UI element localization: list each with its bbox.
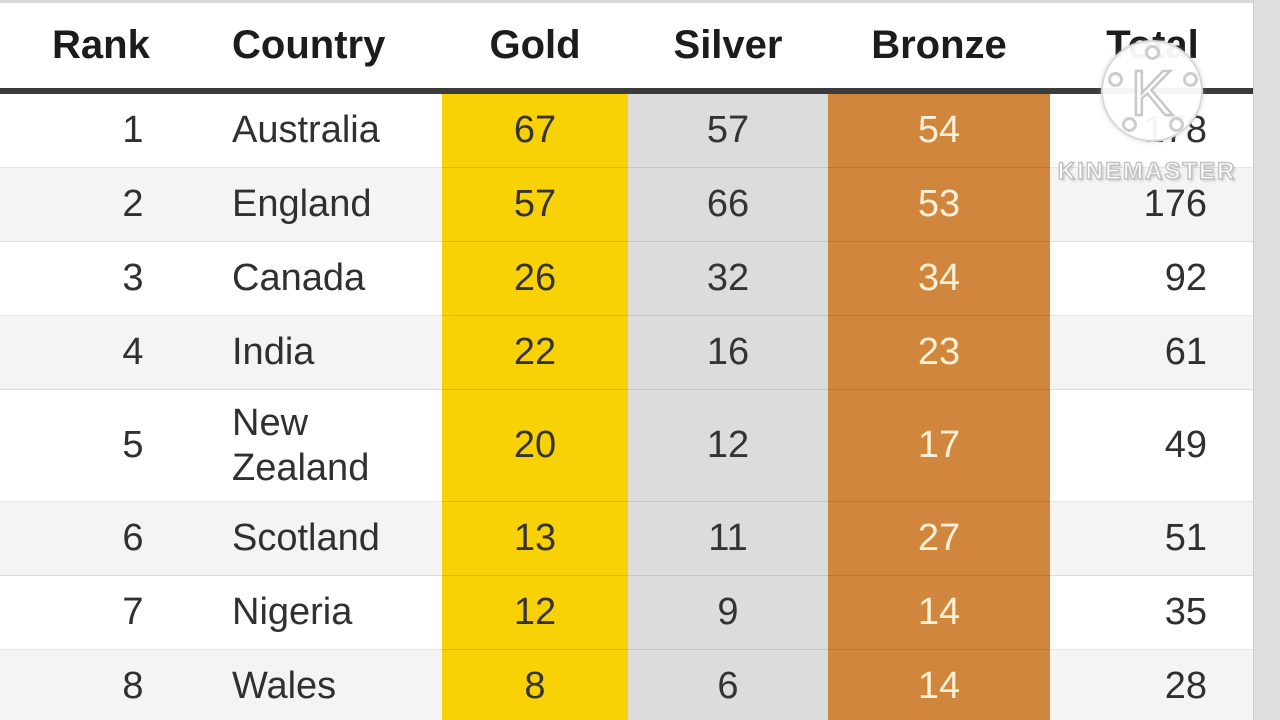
reel-hole-icon <box>1183 72 1198 87</box>
cell-silver: 6 <box>628 650 828 720</box>
header-bronze: Bronze <box>828 3 1050 94</box>
cell-bronze: 14 <box>828 576 1050 650</box>
medal-table: Rank Country Gold Silver Bronze Total 1 … <box>0 3 1255 720</box>
kinemaster-logo-icon: K <box>1101 40 1203 142</box>
cell-gold: 8 <box>442 650 628 720</box>
cell-rank: 7 <box>0 576 190 650</box>
cell-silver: 32 <box>628 242 828 316</box>
cell-bronze: 23 <box>828 316 1050 390</box>
cell-country: England <box>190 168 442 242</box>
kinemaster-watermark-text: KINEMASTER <box>1057 157 1237 185</box>
cell-silver: 66 <box>628 168 828 242</box>
right-edge-strip <box>1253 0 1280 720</box>
cell-rank: 4 <box>0 316 190 390</box>
table-row: 7 Nigeria 12 9 14 35 <box>0 576 1255 650</box>
cell-rank: 8 <box>0 650 190 720</box>
cell-country: Wales <box>190 650 442 720</box>
cell-rank: 6 <box>0 502 190 576</box>
cell-silver: 57 <box>628 94 828 168</box>
header-gold: Gold <box>442 3 628 94</box>
kinemaster-k-glyph: K <box>1129 56 1174 131</box>
table-row: 3 Canada 26 32 34 92 <box>0 242 1255 316</box>
cell-gold: 67 <box>442 94 628 168</box>
reel-hole-icon <box>1108 72 1123 87</box>
cell-bronze: 17 <box>828 390 1050 502</box>
cell-gold: 22 <box>442 316 628 390</box>
cell-country: Scotland <box>190 502 442 576</box>
cell-bronze: 54 <box>828 94 1050 168</box>
cell-gold: 12 <box>442 576 628 650</box>
cell-total: 61 <box>1050 316 1255 390</box>
cell-bronze: 27 <box>828 502 1050 576</box>
reel-hole-icon <box>1145 45 1160 60</box>
table-row: 6 Scotland 13 11 27 51 <box>0 502 1255 576</box>
cell-gold: 57 <box>442 168 628 242</box>
reel-hole-icon <box>1169 117 1184 132</box>
cell-country: Australia <box>190 94 442 168</box>
header-silver: Silver <box>628 3 828 94</box>
table-row: 8 Wales 8 6 14 28 <box>0 650 1255 720</box>
cell-bronze: 14 <box>828 650 1050 720</box>
header-country: Country <box>190 3 442 94</box>
cell-total: 49 <box>1050 390 1255 502</box>
cell-total: 51 <box>1050 502 1255 576</box>
cell-silver: 12 <box>628 390 828 502</box>
cell-country: Nigeria <box>190 576 442 650</box>
cell-rank: 3 <box>0 242 190 316</box>
cell-bronze: 53 <box>828 168 1050 242</box>
cell-rank: 1 <box>0 94 190 168</box>
top-edge-line <box>0 0 1280 3</box>
table-row: 4 India 22 16 23 61 <box>0 316 1255 390</box>
cell-gold: 20 <box>442 390 628 502</box>
cell-rank: 5 <box>0 390 190 502</box>
cell-total: 92 <box>1050 242 1255 316</box>
table-row: 5 New Zealand 20 12 17 49 <box>0 390 1255 502</box>
cell-silver: 9 <box>628 576 828 650</box>
cell-country: New Zealand <box>190 390 442 502</box>
cell-total: 176 <box>1050 168 1255 242</box>
cell-gold: 26 <box>442 242 628 316</box>
table-row: 2 England 57 66 53 176 <box>0 168 1255 242</box>
cell-silver: 11 <box>628 502 828 576</box>
cell-rank: 2 <box>0 168 190 242</box>
header-rank: Rank <box>0 3 190 94</box>
cell-total: 35 <box>1050 576 1255 650</box>
table-row: 1 Australia 67 57 54 178 <box>0 94 1255 168</box>
cell-country: India <box>190 316 442 390</box>
cell-total: 28 <box>1050 650 1255 720</box>
reel-hole-icon <box>1122 117 1137 132</box>
cell-bronze: 34 <box>828 242 1050 316</box>
cell-country: Canada <box>190 242 442 316</box>
header-row: Rank Country Gold Silver Bronze Total <box>0 3 1255 94</box>
cell-silver: 16 <box>628 316 828 390</box>
cell-gold: 13 <box>442 502 628 576</box>
